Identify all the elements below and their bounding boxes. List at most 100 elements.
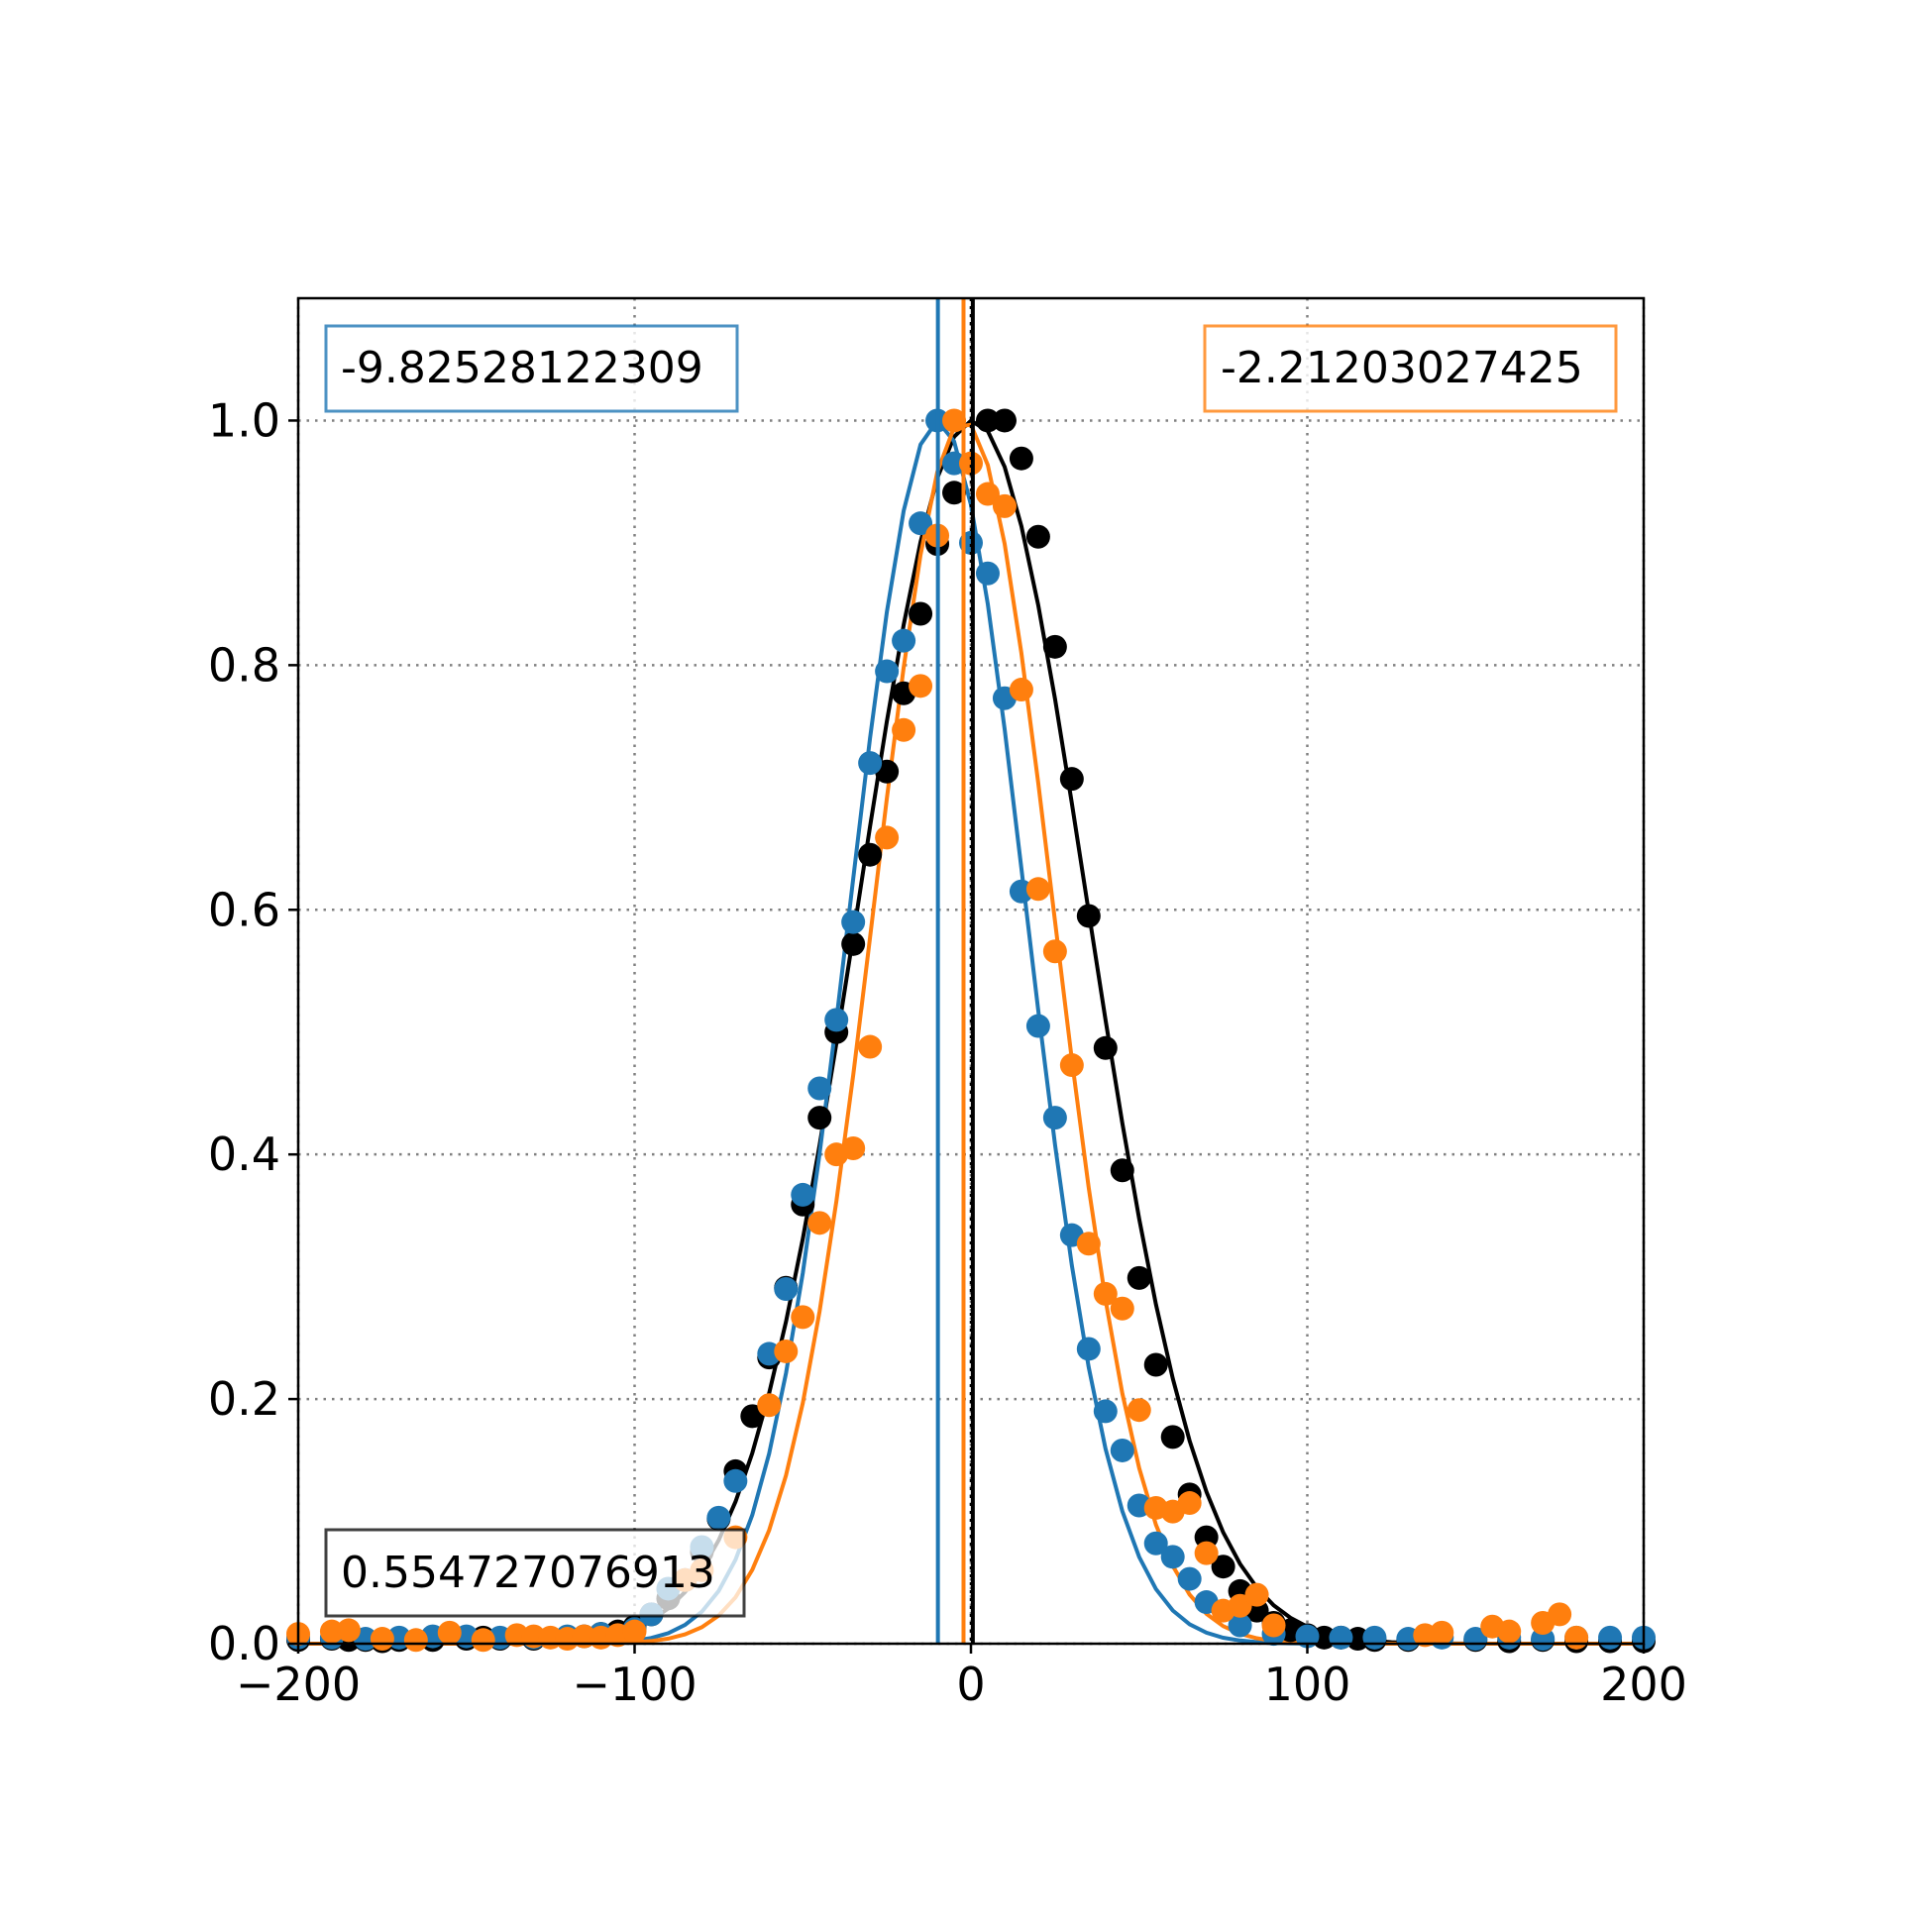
x-tick-label: 100 [1264, 1658, 1351, 1711]
data-point [975, 408, 1000, 433]
data-point [791, 1305, 815, 1330]
data-point [774, 1339, 799, 1363]
data-point [824, 1008, 849, 1032]
data-point [1076, 1232, 1101, 1256]
data-point [807, 1106, 832, 1130]
data-point [1110, 1438, 1134, 1462]
data-point [1160, 1425, 1185, 1449]
data-point [807, 1076, 832, 1101]
data-point [740, 1404, 765, 1429]
data-point [1025, 1014, 1050, 1038]
data-point [1076, 904, 1101, 928]
data-point [1261, 1613, 1286, 1638]
data-point [791, 1182, 815, 1207]
data-point [437, 1620, 462, 1645]
data-point [1143, 1352, 1168, 1377]
data-point [1329, 1625, 1353, 1650]
data-point [1093, 1281, 1118, 1306]
data-point [875, 659, 900, 684]
axis-ticks: −200 −100 0 100 200 0.0 0.2 0.4 0.6 0.8 1.0 [208, 393, 1687, 1711]
data-point [403, 1628, 428, 1653]
data-point [1160, 1545, 1185, 1569]
black-mean-label: 0.554727076913 [341, 1548, 715, 1598]
data-point [1042, 1106, 1067, 1130]
data-point [1564, 1625, 1589, 1650]
data-point [1025, 877, 1050, 902]
x-tick-label: −200 [236, 1658, 361, 1711]
data-point [1228, 1593, 1252, 1618]
data-point [942, 408, 967, 433]
data-point [774, 1276, 799, 1301]
data-point [1059, 1053, 1084, 1078]
data-point [975, 482, 1000, 506]
data-point [723, 1468, 748, 1493]
data-point [1244, 1582, 1269, 1607]
mean-lines [935, 298, 975, 1644]
data-point [1059, 767, 1084, 792]
data-point [909, 674, 933, 698]
data-point [1110, 1158, 1134, 1183]
data-point [1042, 939, 1067, 964]
y-tick-label: 0.2 [208, 1372, 280, 1426]
data-point [1295, 1624, 1320, 1649]
data-point [892, 628, 916, 653]
data-point [909, 511, 933, 536]
data-point [1598, 1625, 1623, 1650]
data-point [622, 1619, 647, 1644]
data-point [1362, 1625, 1387, 1650]
data-point [1127, 1265, 1151, 1290]
y-tick-label: 0.8 [208, 638, 280, 692]
data-point [1093, 1399, 1118, 1424]
data-point [1009, 446, 1033, 471]
data-point [1127, 1398, 1151, 1423]
data-point [992, 408, 1017, 433]
y-tick-label: 0.4 [208, 1127, 280, 1181]
black-mean-label-box: 0.554727076913 [324, 1528, 746, 1618]
data-point [858, 751, 883, 776]
data-point [1093, 1035, 1118, 1060]
data-point [706, 1505, 731, 1530]
data-point [370, 1627, 394, 1652]
x-tick-label: 200 [1600, 1658, 1687, 1711]
data-point [1430, 1620, 1454, 1645]
data-point [858, 842, 883, 867]
data-point [975, 561, 1000, 586]
data-point [942, 451, 967, 476]
data-point [1177, 1566, 1202, 1591]
x-tick-label: −100 [572, 1658, 697, 1711]
data-point [1497, 1619, 1522, 1644]
blue-mean-label-box: -9.82528122309 [324, 324, 739, 413]
data-point [757, 1393, 782, 1418]
data-point [807, 1211, 832, 1235]
data-point [841, 931, 866, 956]
data-point [909, 601, 933, 626]
data-point [1110, 1296, 1134, 1321]
data-point [875, 825, 900, 850]
data-point [336, 1618, 361, 1643]
data-point [841, 910, 866, 934]
blue-mean-label: -9.82528122309 [341, 343, 703, 393]
data-point [858, 1034, 883, 1059]
data-point [1025, 524, 1050, 549]
data-point [841, 1136, 866, 1161]
data-point [1042, 634, 1067, 659]
y-tick-label: 0.6 [208, 883, 280, 936]
orange-mean-label: -2.21203027425 [1221, 343, 1583, 393]
y-tick-label: 0.0 [208, 1617, 280, 1670]
orange-mean-label-box: -2.21203027425 [1203, 324, 1618, 413]
data-point [471, 1628, 495, 1653]
data-point [942, 481, 967, 505]
data-point [1211, 1555, 1235, 1579]
data-point [1228, 1613, 1252, 1638]
y-tick-label: 1.0 [208, 393, 280, 447]
data-point [1548, 1602, 1572, 1627]
data-point [1177, 1491, 1202, 1516]
x-tick-label: 0 [956, 1658, 985, 1711]
data-point [1143, 1531, 1168, 1556]
data-point [992, 493, 1017, 518]
data-point [1009, 678, 1033, 702]
data-point [1194, 1541, 1219, 1565]
data-point [1076, 1337, 1101, 1361]
